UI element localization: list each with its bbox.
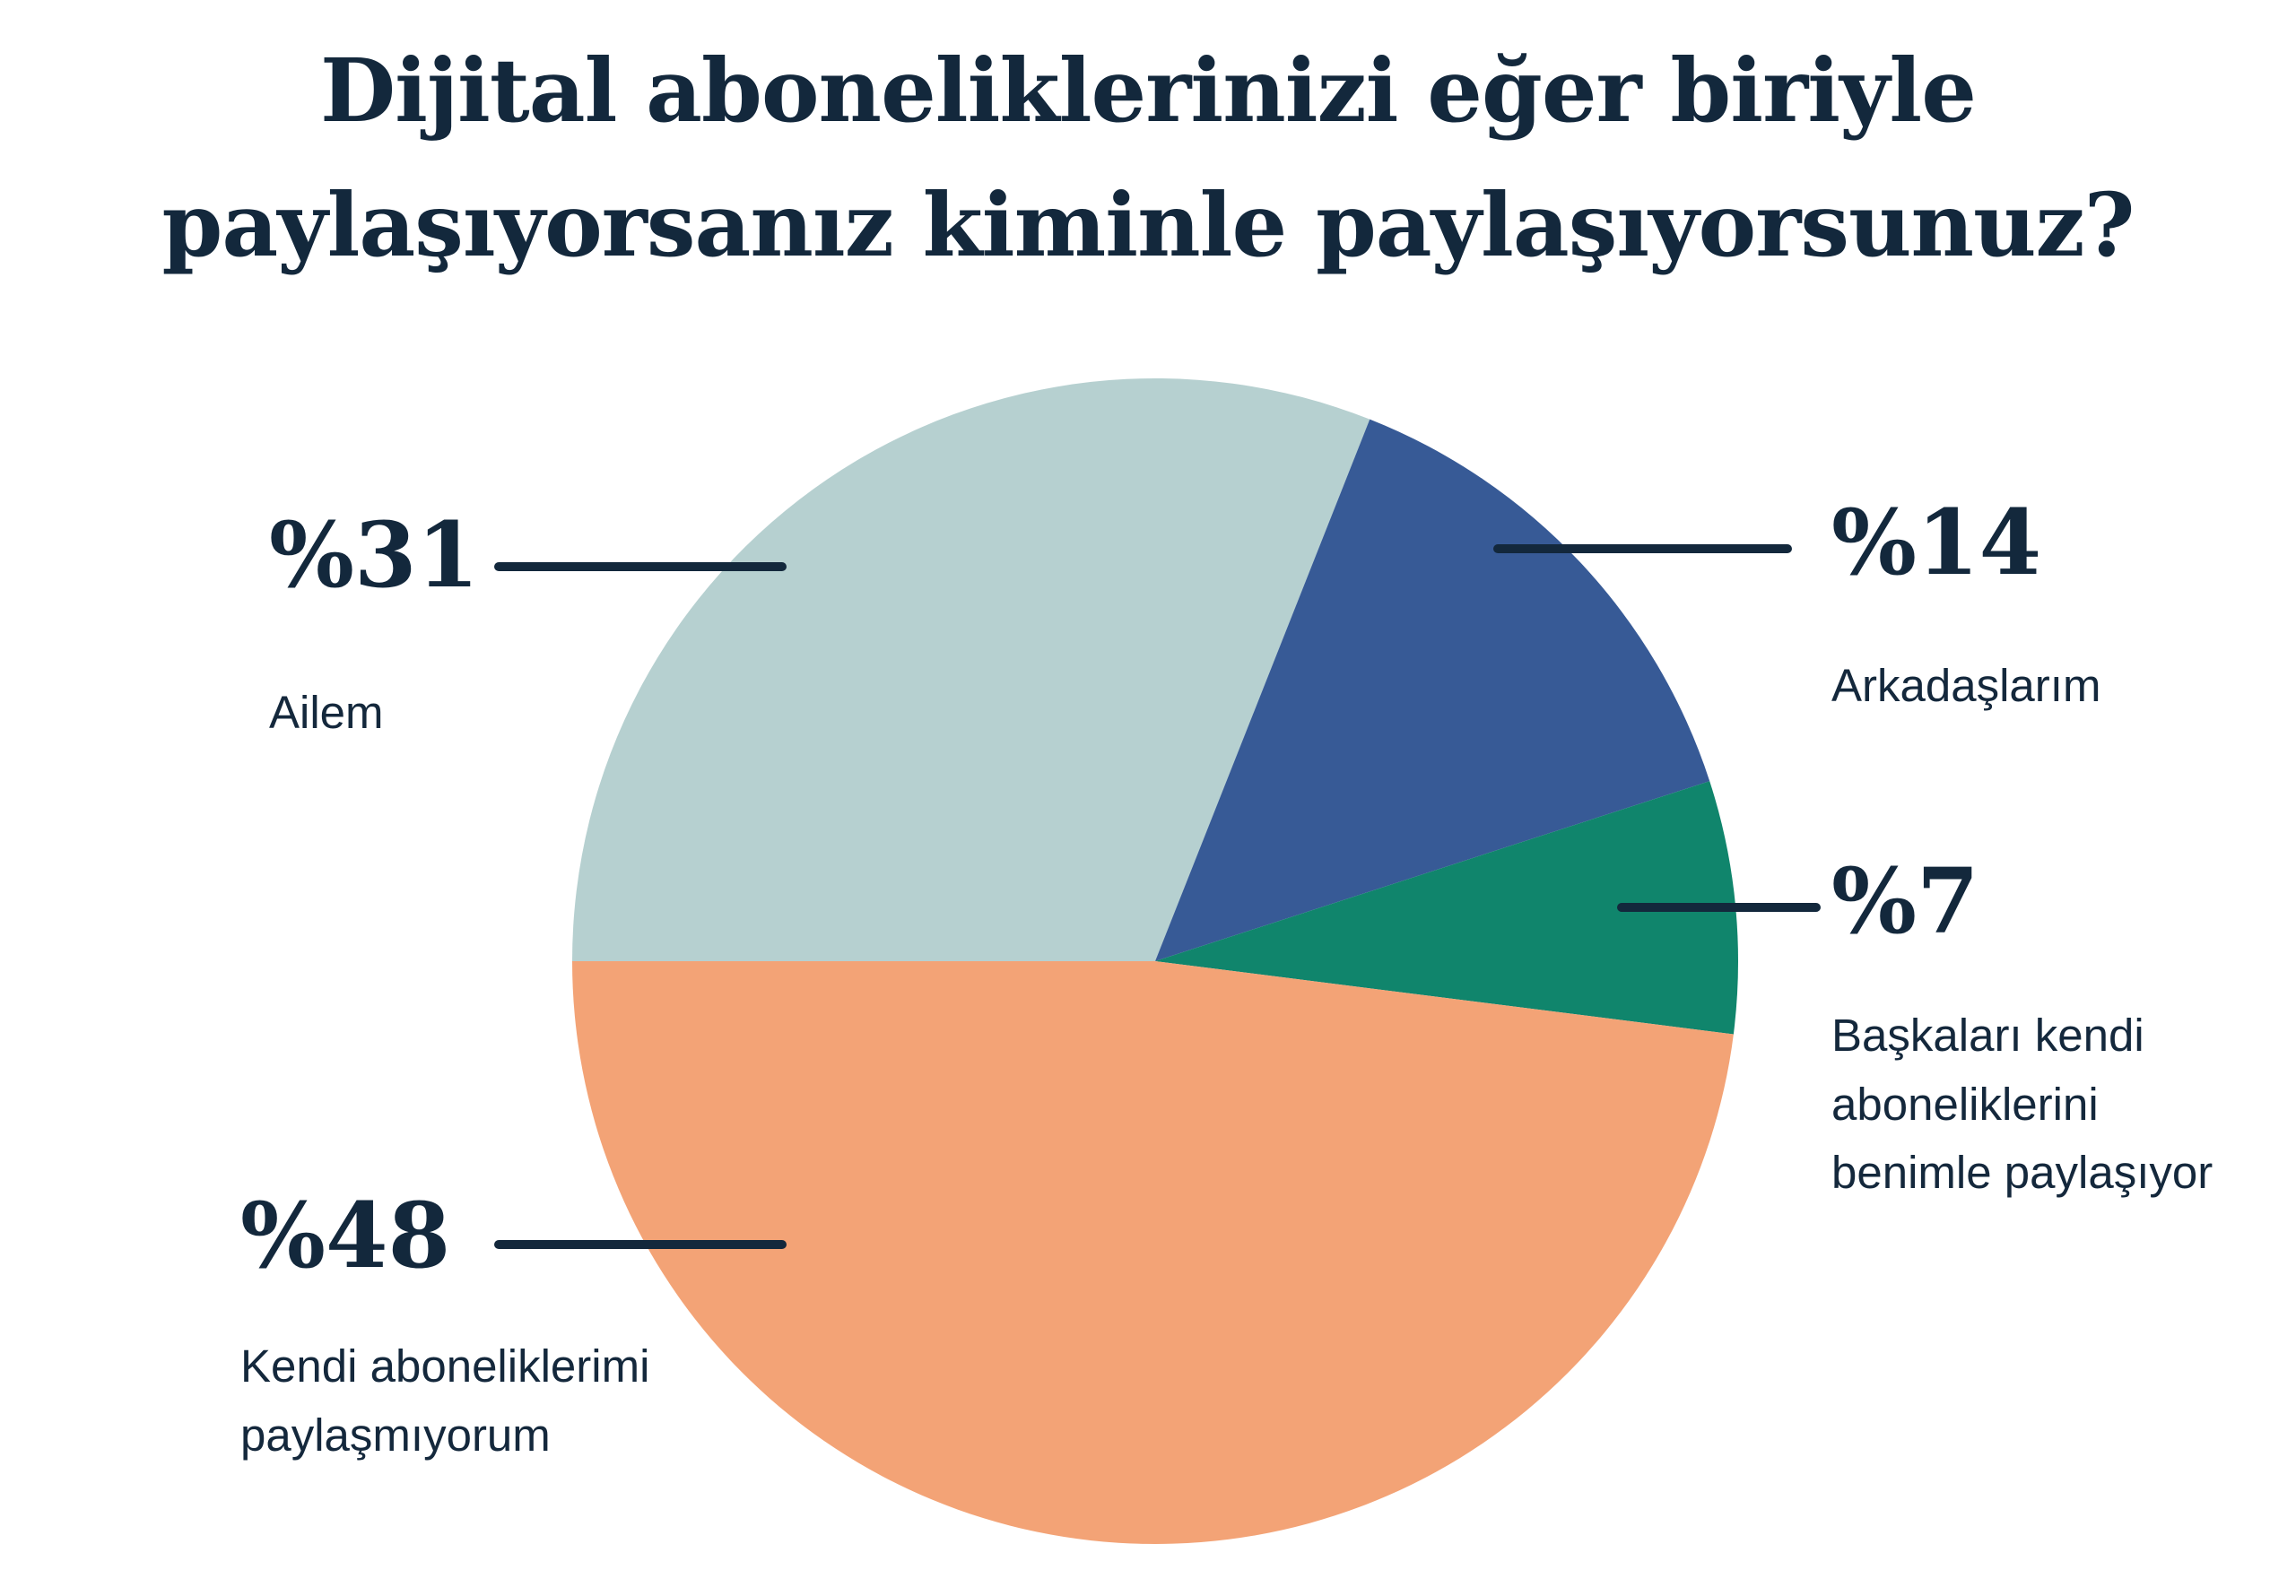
pie-slice-arkadaslarim — [1155, 419, 1710, 962]
callout-ailem: %31 Ailem — [269, 510, 479, 748]
callout-arkadaslarim: %14 Arkadaşlarım — [1831, 498, 2100, 721]
callout-kendi-value: %48 — [240, 1183, 451, 1288]
callout-baskalari-label: Başkaları kendi aboneliklerini benimle p… — [1831, 1010, 2213, 1198]
leader-lines — [494, 544, 1821, 1249]
pie-slice-kendi — [572, 961, 1734, 1544]
pie-slices — [572, 378, 1738, 1544]
callout-baskalari-value: %7 — [1831, 848, 1979, 954]
callout-baskalari: %7 Başkaları kendi aboneliklerini beniml… — [1831, 856, 2262, 1208]
chart-title-line2: paylaşıyorsanız kiminle paylaşıyorsunuz? — [161, 174, 2135, 277]
chart-title: Dijital aboneliklerinizi eğer biriyle pa… — [0, 23, 2296, 293]
chart-title-line1: Dijital aboneliklerinizi eğer biriyle — [320, 39, 1977, 142]
callout-kendi: %48 Kendi aboneliklerimi paylaşmıyorum — [240, 1191, 707, 1470]
pie-slice-ailem — [572, 378, 1370, 961]
callout-ailem-value: %31 — [269, 502, 480, 608]
callout-arkadaslarim-value: %14 — [1831, 490, 2042, 595]
callout-ailem-label: Ailem — [269, 687, 384, 738]
callout-arkadaslarim-label: Arkadaşlarım — [1831, 660, 2101, 711]
pie-slice-baskalari — [1155, 781, 1738, 1035]
callout-kendi-label: Kendi aboneliklerimi paylaşmıyorum — [240, 1340, 650, 1461]
